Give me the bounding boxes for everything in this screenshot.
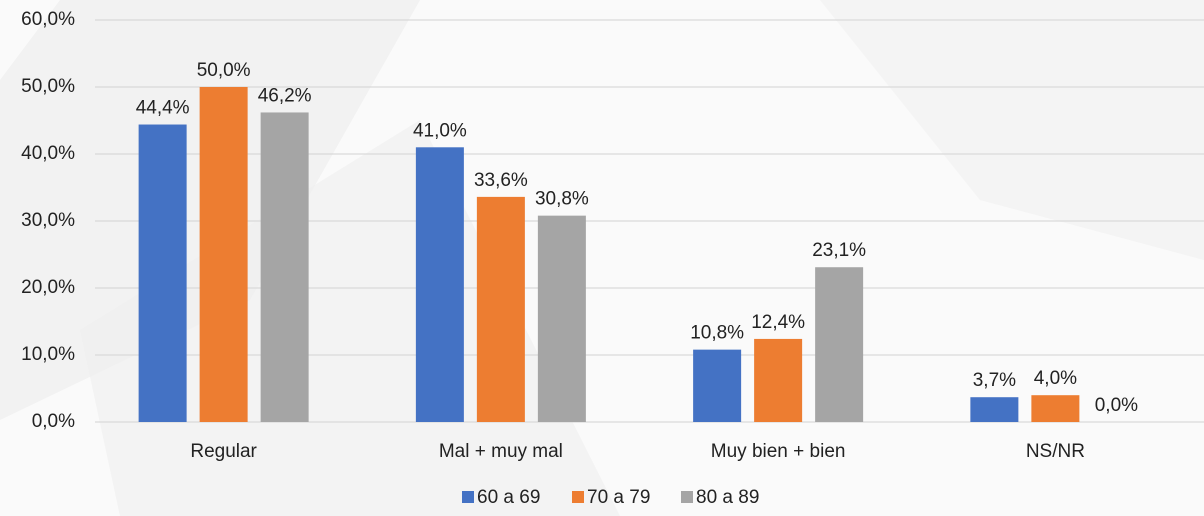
value-label: 10,8% <box>690 323 744 344</box>
bar <box>476 196 525 422</box>
value-label: 50,0% <box>197 60 251 81</box>
y-tick-label: 10,0% <box>21 344 75 365</box>
legend-swatch <box>572 491 584 503</box>
y-tick-label: 40,0% <box>21 143 75 164</box>
bar <box>260 112 309 423</box>
legend-label: 70 a 79 <box>587 487 650 508</box>
bar <box>138 124 187 423</box>
y-tick-label: 0,0% <box>32 411 75 432</box>
value-label: 44,4% <box>136 98 190 119</box>
bar <box>537 215 586 422</box>
y-tick-label: 30,0% <box>21 210 75 231</box>
value-label: 41,0% <box>413 120 467 141</box>
value-label: 4,0% <box>1034 368 1077 389</box>
legend-label: 80 a 89 <box>696 487 759 508</box>
legend-label: 60 a 69 <box>477 487 540 508</box>
x-tick-label: Muy bien + bien <box>711 441 846 462</box>
value-label: 33,6% <box>474 170 528 191</box>
value-label: 0,0% <box>1095 395 1138 416</box>
x-tick-label: Mal + muy mal <box>439 441 563 462</box>
value-label: 30,8% <box>535 189 589 210</box>
x-tick-label: Regular <box>190 441 257 462</box>
bar <box>1031 395 1080 422</box>
value-label: 23,1% <box>812 240 866 261</box>
background-shape <box>820 0 1204 260</box>
legend-swatch <box>681 491 693 503</box>
x-tick-label: NS/NR <box>1026 441 1085 462</box>
value-label: 46,2% <box>258 85 312 106</box>
value-label: 3,7% <box>973 370 1016 391</box>
bar <box>693 349 742 422</box>
legend-swatch <box>462 491 474 503</box>
value-label: 12,4% <box>751 312 805 333</box>
y-tick-label: 60,0% <box>21 9 75 30</box>
bar <box>815 267 864 422</box>
y-tick-label: 20,0% <box>21 277 75 298</box>
bar <box>754 338 803 422</box>
y-tick-label: 50,0% <box>21 76 75 97</box>
bar <box>199 87 248 422</box>
bar <box>415 147 464 423</box>
bar <box>970 397 1019 422</box>
